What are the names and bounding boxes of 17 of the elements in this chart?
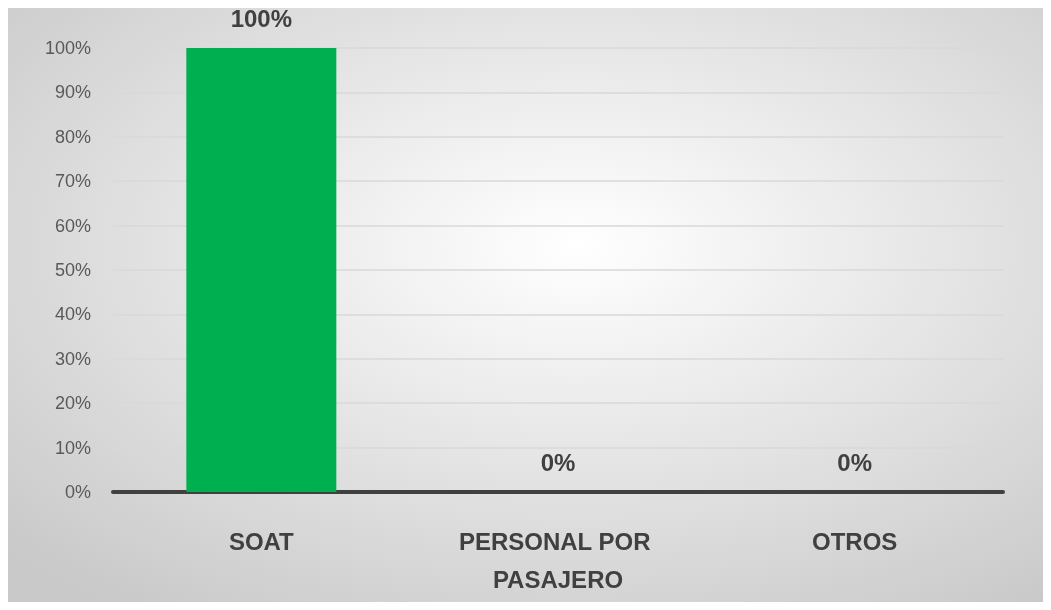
y-tick-label: 80% — [54, 126, 91, 147]
x-tick-label: OTROS — [811, 527, 898, 555]
y-tick-label: 30% — [54, 348, 91, 369]
data-label: 100% — [230, 4, 293, 32]
y-tick-label: 100% — [44, 38, 91, 58]
y-tick-label: 60% — [54, 215, 91, 236]
data-label: 0% — [540, 448, 576, 476]
y-tick-label: 20% — [54, 393, 91, 414]
y-tick-label: 40% — [54, 304, 91, 325]
y-tick-label: 10% — [54, 437, 91, 458]
x-tick-label: PERSONAL POR PASAJERO — [458, 527, 658, 593]
y-tick-label: 70% — [54, 171, 91, 192]
y-tick-label: 90% — [54, 82, 91, 103]
y-tick-label: 50% — [54, 260, 91, 280]
x-tick-label: SOAT — [228, 527, 295, 555]
data-label: 0% — [837, 448, 873, 476]
y-tick-label: 0% — [64, 482, 91, 502]
